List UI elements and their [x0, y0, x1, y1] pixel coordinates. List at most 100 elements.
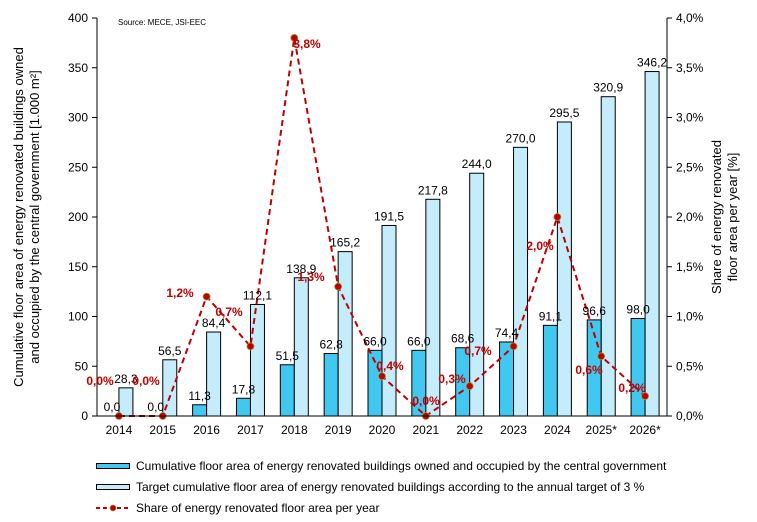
share-point — [202, 292, 211, 301]
share-point — [509, 342, 518, 351]
x-tick-label: 2016 — [193, 423, 220, 437]
data-label-share: 1,3% — [297, 270, 325, 284]
y-tick-label: 350 — [68, 61, 88, 75]
data-label-actual: 51,5 — [276, 349, 300, 363]
bar-target — [337, 251, 353, 417]
y2-axis-title-line1: Share of energy renovated — [709, 140, 724, 294]
legend-label-actual: Cumulative floor area of energy renovate… — [136, 458, 667, 473]
y-tick-label: 250 — [68, 160, 88, 174]
data-label-target: 28,3 — [114, 372, 138, 386]
data-label-actual: 96,6 — [583, 304, 607, 318]
data-label-actual: 74,4 — [495, 326, 519, 340]
share-point — [334, 282, 343, 291]
data-label-target: 295,5 — [549, 106, 579, 120]
bar-actual — [279, 364, 295, 417]
y-tick-label: 200 — [68, 210, 88, 224]
data-label-share: 0,7% — [215, 305, 243, 319]
bar-actual — [542, 324, 558, 417]
bar-actual — [630, 317, 646, 417]
data-label-target: 112,1 — [243, 288, 272, 302]
data-label-actual: 17,8 — [232, 382, 256, 396]
bar-actual — [323, 353, 339, 417]
data-label-target: 165,2 — [330, 236, 360, 250]
x-tick-label: 2025* — [586, 423, 618, 437]
data-label-share: 3,8% — [293, 37, 321, 51]
data-label-target: 56,5 — [158, 344, 182, 358]
x-tick-label: 2014 — [106, 423, 133, 437]
legend-item-share: Share of energy renovated floor area per… — [96, 497, 666, 518]
y2-tick-label: 2,5% — [676, 160, 704, 174]
y-tick-label: 400 — [68, 11, 88, 25]
bar-actual — [192, 404, 208, 417]
data-label-target: 191,5 — [374, 209, 404, 223]
x-tick-label: 2023 — [500, 423, 527, 437]
share-point — [465, 382, 474, 391]
y2-tick-label: 0,0% — [676, 409, 704, 423]
y-tick-label: 0 — [81, 409, 88, 423]
y2-tick-label: 1,0% — [676, 310, 704, 324]
data-label-target: 217,8 — [418, 183, 448, 197]
share-point — [597, 352, 606, 361]
data-label-share: 0,2% — [618, 381, 646, 395]
data-label-target: 346,2 — [637, 56, 667, 70]
data-label-actual: 98,0 — [626, 302, 650, 316]
share-point — [290, 34, 299, 42]
data-label-actual: 68,6 — [451, 332, 475, 346]
y-tick-label: 300 — [68, 111, 88, 125]
data-label-share: 0,0% — [412, 394, 440, 408]
y-axis-title-line2: and occupied by the central government [… — [27, 70, 42, 363]
legend-label-target: Target cumulative floor area of energy r… — [136, 479, 645, 494]
x-tick-label: 2015 — [149, 423, 176, 437]
source-note: Source: MECE, JSI-EEC — [118, 18, 206, 27]
bar-target — [249, 303, 265, 417]
data-label-target: 320,9 — [593, 81, 623, 95]
y2-tick-label: 3,0% — [676, 111, 704, 125]
data-label-actual: 62,8 — [319, 338, 343, 352]
data-label-actual: 0,0 — [104, 400, 121, 414]
y2-tick-label: 0,5% — [676, 359, 704, 373]
data-labels-group: 0,0 28,3 0,0 56,5 11,3 84,4 17,8 112,1 51,5 138,9… — [86, 37, 667, 414]
x-tick-label: 2026* — [629, 423, 661, 437]
bar-target — [513, 146, 529, 417]
legend-swatch-target — [96, 483, 130, 490]
bar-target — [556, 121, 572, 417]
legend-label-share: Share of energy renovated floor area per… — [136, 500, 380, 515]
share-point — [553, 213, 562, 221]
y2-axis-title-line2: floor area per year [%] — [725, 153, 740, 282]
data-label-share: 0,3% — [438, 372, 466, 386]
share-point — [641, 392, 649, 401]
x-tick-label: 2018 — [281, 423, 308, 437]
legend-item-actual: Cumulative floor area of energy renovate… — [96, 455, 666, 476]
data-label-target: 244,0 — [462, 157, 492, 171]
x-tick-label: 2024 — [544, 423, 571, 437]
data-label-share: 0,0% — [86, 374, 114, 388]
y2-tick-label: 4,0% — [676, 11, 704, 25]
x-tick-label: 2022 — [456, 423, 483, 437]
x-tick-label: 2019 — [325, 423, 352, 437]
y-tick-label: 100 — [68, 310, 88, 324]
y-tick-label: 150 — [68, 260, 88, 274]
data-label-share: 0,6% — [575, 363, 603, 377]
data-label-share: 0,7% — [464, 344, 492, 358]
y2-tick-label: 1,5% — [676, 260, 704, 274]
data-label-target: 138,9 — [286, 262, 316, 276]
data-label-share: 1,2% — [166, 286, 194, 300]
data-label-actual: 66,0 — [407, 334, 431, 348]
y2-tick-label: 3,5% — [676, 61, 704, 75]
data-label-share: 0,0% — [132, 374, 160, 388]
bar-target — [206, 331, 222, 417]
axes-group: 0 50 100 150 200 250 300 350 400 0,0% 0,5% 1,0% 1,5%… — [68, 11, 704, 437]
x-tick-label: 2017 — [237, 423, 264, 437]
legend-item-target: Target cumulative floor area of energy r… — [96, 476, 666, 497]
bar-actual — [235, 397, 251, 417]
bar-target — [381, 224, 397, 417]
data-label-share: 2,0% — [526, 239, 554, 253]
data-label-actual: 11,3 — [188, 389, 211, 403]
share-point — [378, 372, 386, 381]
y2-tick-label: 2,0% — [676, 210, 704, 224]
legend-swatch-share — [96, 504, 130, 511]
data-label-actual: 66,0 — [363, 334, 387, 348]
legend-swatch-actual — [96, 462, 130, 469]
data-label-share: 0,4% — [376, 359, 404, 373]
